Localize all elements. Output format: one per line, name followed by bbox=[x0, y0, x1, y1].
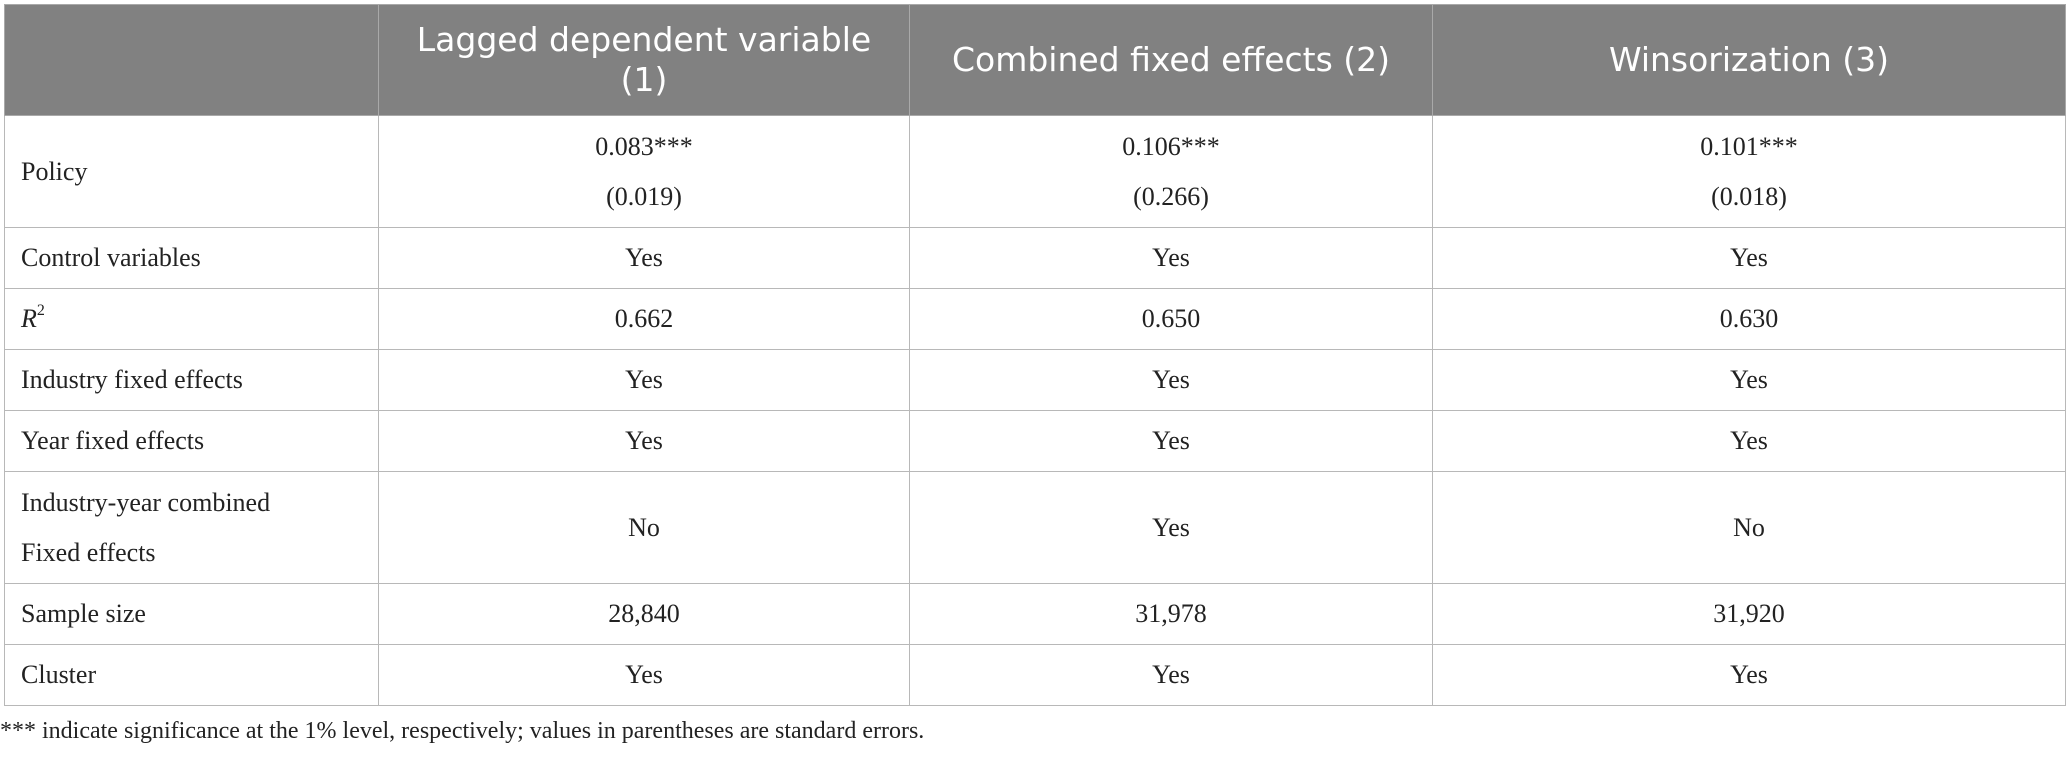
cell-year-fe-1: Yes bbox=[378, 410, 910, 472]
label-line-1: Industry-year combined bbox=[21, 487, 271, 517]
header-winsorization: Winsorization (3) bbox=[1432, 4, 2066, 116]
cell-year-fe-3: Yes bbox=[1432, 410, 2066, 472]
row-label-sample-size: Sample size bbox=[4, 583, 379, 645]
cell-sample-1: 28,840 bbox=[378, 583, 910, 645]
cell-control-3: Yes bbox=[1432, 227, 2066, 289]
coefficient: 0.101*** bbox=[1700, 131, 1798, 161]
standard-error: (0.266) bbox=[1133, 181, 1209, 211]
table-body: Policy 0.083*** (0.019) 0.106*** (0.266)… bbox=[4, 115, 2066, 706]
r-exponent: 2 bbox=[36, 302, 45, 319]
standard-error: (0.019) bbox=[606, 181, 682, 211]
table-row-industry-year-combined: Industry-year combined Fixed effects No … bbox=[4, 471, 2066, 584]
table-row-r-squared: R2 0.662 0.650 0.630 bbox=[4, 288, 2066, 350]
table-row-cluster: Cluster Yes Yes Yes bbox=[4, 644, 2066, 706]
coefficient: 0.083*** bbox=[595, 131, 693, 161]
standard-error: (0.018) bbox=[1711, 181, 1787, 211]
cell-combined-fe-3: No bbox=[1432, 471, 2066, 584]
cell-combined-fe-1: No bbox=[378, 471, 910, 584]
results-table-container: Lagged dependent variable (1) Combined f… bbox=[4, 4, 2066, 706]
label-line-2: Fixed effects bbox=[21, 537, 156, 567]
table-row-policy: Policy 0.083*** (0.019) 0.106*** (0.266)… bbox=[4, 115, 2066, 228]
cell-cluster-2: Yes bbox=[909, 644, 1433, 706]
cell-industry-fe-2: Yes bbox=[909, 349, 1433, 411]
robustness-table: Lagged dependent variable (1) Combined f… bbox=[4, 4, 2066, 706]
r-symbol: R bbox=[21, 304, 37, 333]
cell-cluster-3: Yes bbox=[1432, 644, 2066, 706]
cell-r2-2: 0.650 bbox=[909, 288, 1433, 350]
table-row-sample-size: Sample size 28,840 31,978 31,920 bbox=[4, 583, 2066, 645]
row-label-industry-fixed-effects: Industry fixed effects bbox=[4, 349, 379, 411]
cell-industry-fe-1: Yes bbox=[378, 349, 910, 411]
cell-r2-1: 0.662 bbox=[378, 288, 910, 350]
cell-year-fe-2: Yes bbox=[909, 410, 1433, 472]
cell-cluster-1: Yes bbox=[378, 644, 910, 706]
table-row-industry-fixed-effects: Industry fixed effects Yes Yes Yes bbox=[4, 349, 2066, 411]
row-label-year-fixed-effects: Year fixed effects bbox=[4, 410, 379, 472]
cell-r2-3: 0.630 bbox=[1432, 288, 2066, 350]
header-row: Lagged dependent variable (1) Combined f… bbox=[4, 4, 2066, 116]
cell-policy-3: 0.101*** (0.018) bbox=[1432, 115, 2066, 228]
table-header: Lagged dependent variable (1) Combined f… bbox=[4, 4, 2066, 116]
coefficient: 0.106*** bbox=[1122, 131, 1220, 161]
table-row-control-variables: Control variables Yes Yes Yes bbox=[4, 227, 2066, 289]
cell-control-2: Yes bbox=[909, 227, 1433, 289]
row-label-cluster: Cluster bbox=[4, 644, 379, 706]
table-footnote: *** indicate significance at the 1% leve… bbox=[0, 718, 925, 744]
row-label-control-variables: Control variables bbox=[4, 227, 379, 289]
cell-policy-2: 0.106*** (0.266) bbox=[909, 115, 1433, 228]
cell-policy-1: 0.083*** (0.019) bbox=[378, 115, 910, 228]
cell-control-1: Yes bbox=[378, 227, 910, 289]
header-empty bbox=[4, 4, 379, 116]
header-combined-fixed-effects: Combined fixed effects (2) bbox=[909, 4, 1433, 116]
cell-sample-3: 31,920 bbox=[1432, 583, 2066, 645]
row-label-policy: Policy bbox=[4, 115, 379, 228]
row-label-r-squared: R2 bbox=[4, 288, 379, 350]
row-label-industry-year-combined: Industry-year combined Fixed effects bbox=[4, 471, 379, 584]
header-lagged-dependent: Lagged dependent variable (1) bbox=[378, 4, 910, 116]
cell-industry-fe-3: Yes bbox=[1432, 349, 2066, 411]
cell-sample-2: 31,978 bbox=[909, 583, 1433, 645]
table-row-year-fixed-effects: Year fixed effects Yes Yes Yes bbox=[4, 410, 2066, 472]
cell-combined-fe-2: Yes bbox=[909, 471, 1433, 584]
